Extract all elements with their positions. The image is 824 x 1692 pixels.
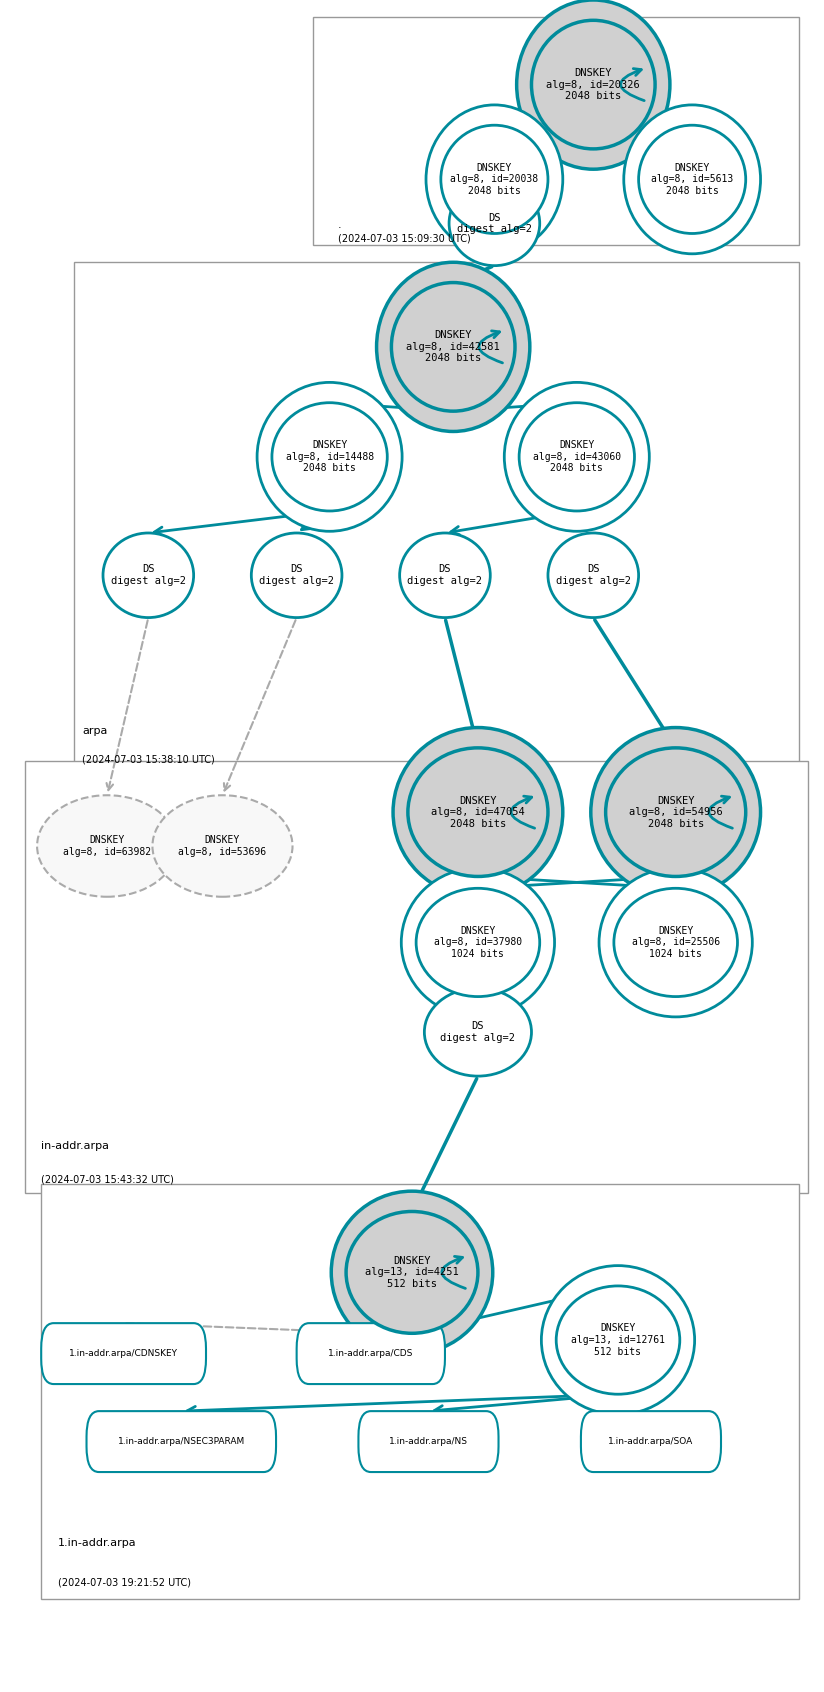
FancyBboxPatch shape <box>581 1411 721 1472</box>
Ellipse shape <box>401 868 555 1017</box>
Ellipse shape <box>606 748 746 876</box>
Text: 1.in-addr.arpa/CDNSKEY: 1.in-addr.arpa/CDNSKEY <box>69 1349 178 1359</box>
Text: DS
digest alg=2: DS digest alg=2 <box>555 565 631 585</box>
Text: DS
digest alg=2: DS digest alg=2 <box>456 213 532 233</box>
FancyBboxPatch shape <box>41 1184 799 1599</box>
Text: (2024-07-03 15:43:32 UTC): (2024-07-03 15:43:32 UTC) <box>41 1174 174 1184</box>
Ellipse shape <box>449 181 540 266</box>
Text: (2024-07-03 15:09:30 UTC): (2024-07-03 15:09:30 UTC) <box>338 233 471 244</box>
Text: 1.in-addr.arpa/SOA: 1.in-addr.arpa/SOA <box>608 1437 694 1447</box>
Text: DNSKEY
alg=13, id=4251
512 bits: DNSKEY alg=13, id=4251 512 bits <box>365 1255 459 1289</box>
Ellipse shape <box>331 1191 493 1354</box>
Text: DNSKEY
alg=8, id=25506
1024 bits: DNSKEY alg=8, id=25506 1024 bits <box>632 926 719 959</box>
Ellipse shape <box>391 283 515 411</box>
Ellipse shape <box>346 1211 478 1333</box>
Ellipse shape <box>599 868 752 1017</box>
Ellipse shape <box>624 105 761 254</box>
Text: 1.in-addr.arpa/NS: 1.in-addr.arpa/NS <box>389 1437 468 1447</box>
Text: DS
digest alg=2: DS digest alg=2 <box>407 565 483 585</box>
Text: 1.in-addr.arpa/CDS: 1.in-addr.arpa/CDS <box>328 1349 414 1359</box>
Text: DS
digest alg=2: DS digest alg=2 <box>110 565 186 585</box>
Ellipse shape <box>393 728 563 897</box>
Ellipse shape <box>556 1286 680 1394</box>
Text: (2024-07-03 15:38:10 UTC): (2024-07-03 15:38:10 UTC) <box>82 755 215 765</box>
Ellipse shape <box>531 20 655 149</box>
Text: 1.in-addr.arpa/NSEC3PARAM: 1.in-addr.arpa/NSEC3PARAM <box>118 1437 245 1447</box>
FancyBboxPatch shape <box>313 17 799 245</box>
Ellipse shape <box>152 795 293 897</box>
Text: arpa: arpa <box>82 726 108 736</box>
Ellipse shape <box>272 403 387 511</box>
Text: DS
digest alg=2: DS digest alg=2 <box>259 565 335 585</box>
Ellipse shape <box>591 728 761 897</box>
Text: DNSKEY
alg=8, id=42581
2048 bits: DNSKEY alg=8, id=42581 2048 bits <box>406 330 500 364</box>
FancyBboxPatch shape <box>41 1323 206 1384</box>
Text: DNSKEY
alg=8, id=53696: DNSKEY alg=8, id=53696 <box>179 836 266 856</box>
Ellipse shape <box>103 533 194 618</box>
Text: DNSKEY
alg=8, id=5613
2048 bits: DNSKEY alg=8, id=5613 2048 bits <box>651 162 733 196</box>
Text: DNSKEY
alg=8, id=20326
2048 bits: DNSKEY alg=8, id=20326 2048 bits <box>546 68 640 102</box>
Ellipse shape <box>614 888 737 997</box>
Ellipse shape <box>408 748 548 876</box>
Text: DNSKEY
alg=8, id=63982: DNSKEY alg=8, id=63982 <box>63 836 151 856</box>
Text: DNSKEY
alg=13, id=12761
512 bits: DNSKEY alg=13, id=12761 512 bits <box>571 1323 665 1357</box>
Ellipse shape <box>426 105 563 254</box>
Ellipse shape <box>400 533 490 618</box>
Ellipse shape <box>504 382 649 531</box>
Ellipse shape <box>517 0 670 169</box>
Ellipse shape <box>639 125 746 233</box>
Text: 1.in-addr.arpa: 1.in-addr.arpa <box>58 1538 136 1548</box>
Ellipse shape <box>548 533 639 618</box>
Ellipse shape <box>441 125 548 233</box>
FancyBboxPatch shape <box>87 1411 276 1472</box>
Ellipse shape <box>424 988 531 1076</box>
Text: (2024-07-03 19:21:52 UTC): (2024-07-03 19:21:52 UTC) <box>58 1577 190 1587</box>
Text: DNSKEY
alg=8, id=14488
2048 bits: DNSKEY alg=8, id=14488 2048 bits <box>286 440 373 474</box>
FancyBboxPatch shape <box>358 1411 499 1472</box>
Ellipse shape <box>251 533 342 618</box>
Ellipse shape <box>541 1266 695 1415</box>
Ellipse shape <box>519 403 634 511</box>
Text: in-addr.arpa: in-addr.arpa <box>41 1140 110 1151</box>
Text: DNSKEY
alg=8, id=20038
2048 bits: DNSKEY alg=8, id=20038 2048 bits <box>451 162 538 196</box>
Text: DNSKEY
alg=8, id=47054
2048 bits: DNSKEY alg=8, id=47054 2048 bits <box>431 795 525 829</box>
Text: DS
digest alg=2: DS digest alg=2 <box>440 1022 516 1042</box>
Text: DNSKEY
alg=8, id=37980
1024 bits: DNSKEY alg=8, id=37980 1024 bits <box>434 926 522 959</box>
Ellipse shape <box>257 382 402 531</box>
FancyBboxPatch shape <box>297 1323 445 1384</box>
Text: DNSKEY
alg=8, id=43060
2048 bits: DNSKEY alg=8, id=43060 2048 bits <box>533 440 620 474</box>
Text: DNSKEY
alg=8, id=54956
2048 bits: DNSKEY alg=8, id=54956 2048 bits <box>629 795 723 829</box>
Ellipse shape <box>416 888 540 997</box>
FancyBboxPatch shape <box>74 262 799 770</box>
Ellipse shape <box>37 795 177 897</box>
Text: .: . <box>338 220 341 230</box>
FancyBboxPatch shape <box>25 761 808 1193</box>
Ellipse shape <box>377 262 530 431</box>
